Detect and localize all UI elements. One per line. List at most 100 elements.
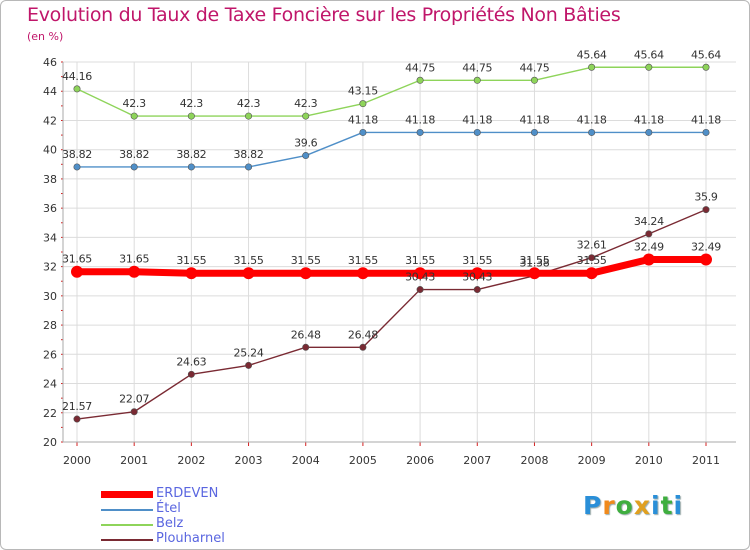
- data-label-belz: 45.64: [577, 48, 607, 61]
- data-point-etel: [73, 163, 81, 171]
- data-point-erdeven: [356, 267, 369, 280]
- data-point-erdeven: [528, 267, 541, 280]
- legend-item-etel: Étel: [101, 501, 301, 517]
- data-label-erdeven: 32.49: [691, 240, 721, 253]
- x-tick-label: 2009: [578, 454, 606, 467]
- data-label-plouharnel: 31.38: [519, 257, 549, 270]
- data-label-plouharnel: 34.24: [634, 215, 664, 228]
- data-label-erdeven: 31.55: [348, 254, 378, 267]
- data-label-plouharnel: 22.07: [119, 393, 149, 406]
- data-label-belz: 44.75: [405, 61, 435, 74]
- data-label-etel: 41.18: [634, 113, 664, 126]
- data-point-belz: [702, 63, 710, 71]
- data-label-erdeven: 31.55: [405, 254, 435, 267]
- y-tick-label: 36: [43, 202, 57, 215]
- x-tick-label: 2002: [177, 454, 205, 467]
- data-point-erdeven: [700, 253, 712, 266]
- data-point-plouharnel: [73, 415, 81, 423]
- x-tick-label: 2010: [635, 454, 663, 467]
- data-label-erdeven: 31.55: [176, 254, 206, 267]
- legend-swatch-belz: [101, 524, 153, 526]
- y-axis-unit: (en %): [27, 30, 64, 43]
- y-tick-label: 46: [43, 56, 57, 69]
- data-point-belz: [187, 112, 195, 120]
- data-label-etel: 39.6: [294, 137, 318, 150]
- data-point-etel: [473, 128, 481, 136]
- y-tick-label: 42: [43, 114, 57, 127]
- x-tick-label: 2006: [406, 454, 434, 467]
- data-label-plouharnel: 32.61: [577, 239, 607, 252]
- logo-letter: o: [615, 491, 634, 520]
- x-tick-label: 2001: [120, 454, 148, 467]
- y-tick-label: 24: [43, 378, 57, 391]
- data-point-belz: [473, 76, 481, 84]
- data-label-etel: 41.18: [405, 113, 435, 126]
- data-label-plouharnel: 35.9: [694, 191, 718, 204]
- data-point-erdeven: [585, 267, 598, 280]
- data-point-etel: [187, 163, 195, 171]
- y-tick-label: 22: [43, 407, 57, 420]
- data-label-belz: 42.3: [294, 97, 318, 110]
- data-label-erdeven: 31.55: [234, 254, 264, 267]
- data-label-etel: 38.82: [62, 148, 92, 161]
- y-tick-label: 38: [43, 173, 57, 186]
- legend-swatch-etel: [101, 509, 153, 511]
- data-point-etel: [530, 128, 538, 136]
- data-point-plouharnel: [302, 343, 310, 351]
- legend-label-erdeven: ERDEVEN: [156, 486, 219, 501]
- data-label-belz: 44.16: [62, 70, 92, 83]
- x-tick-label: 2004: [292, 454, 320, 467]
- data-point-etel: [645, 128, 653, 136]
- y-tick-label: 20: [43, 436, 57, 449]
- data-label-erdeven: 31.55: [291, 254, 321, 267]
- data-label-plouharnel: 30.43: [405, 271, 435, 284]
- logo-letter: i: [651, 491, 661, 520]
- y-tick-label: 26: [43, 348, 57, 361]
- x-tick-label: 2000: [63, 454, 91, 467]
- data-label-etel: 38.82: [176, 148, 206, 161]
- y-tick-label: 44: [43, 85, 57, 98]
- data-point-plouharnel: [702, 206, 710, 214]
- data-point-plouharnel: [187, 370, 195, 378]
- legend-item-belz: Belz: [101, 516, 301, 532]
- legend-label-etel: Étel: [156, 501, 181, 516]
- data-label-plouharnel: 25.24: [234, 346, 264, 359]
- data-label-belz: 45.64: [634, 48, 664, 61]
- data-label-etel: 38.82: [234, 148, 264, 161]
- data-label-plouharnel: 24.63: [176, 355, 206, 368]
- y-tick-label: 34: [43, 231, 57, 244]
- data-point-plouharnel: [359, 343, 367, 351]
- data-point-etel: [702, 128, 710, 136]
- data-point-erdeven: [128, 265, 141, 278]
- data-label-erdeven: 31.55: [519, 254, 549, 267]
- series-line-etel: [76, 131, 707, 168]
- data-label-etel: 41.18: [519, 113, 549, 126]
- data-point-etel: [588, 128, 596, 136]
- data-label-plouharnel: 26.48: [348, 328, 378, 341]
- logo-letter: P: [583, 491, 603, 520]
- data-point-erdeven: [242, 267, 255, 280]
- data-point-belz: [245, 112, 253, 120]
- data-label-belz: 42.3: [237, 97, 261, 110]
- data-point-plouharnel: [416, 286, 424, 294]
- y-tick-label: 32: [43, 261, 57, 274]
- legend: ERDEVEN Étel Belz Plouharnel: [101, 486, 301, 547]
- logo-letter: x: [633, 491, 651, 520]
- data-point-plouharnel: [245, 361, 253, 369]
- data-point-etel: [302, 152, 310, 160]
- legend-label-plouharnel: Plouharnel: [156, 531, 225, 546]
- chart-title: Evolution du Taux de Taxe Foncière sur l…: [27, 4, 621, 26]
- data-label-belz: 44.75: [519, 61, 549, 74]
- data-point-erdeven: [185, 267, 198, 280]
- data-label-erdeven: 31.55: [462, 254, 492, 267]
- legend-swatch-erdeven: [101, 491, 153, 498]
- data-point-etel: [359, 128, 367, 136]
- data-point-erdeven: [642, 253, 655, 266]
- data-point-plouharnel: [645, 230, 653, 238]
- data-label-plouharnel: 30.43: [462, 271, 492, 284]
- line-chart: 20 22 24 26 28 30 32 34 36 38 40 42 44 46 2000 2001 2002…: [43, 48, 736, 467]
- legend-item-plouharnel: Plouharnel: [101, 531, 301, 547]
- data-point-belz: [645, 63, 653, 71]
- logo-letter: i: [673, 491, 684, 520]
